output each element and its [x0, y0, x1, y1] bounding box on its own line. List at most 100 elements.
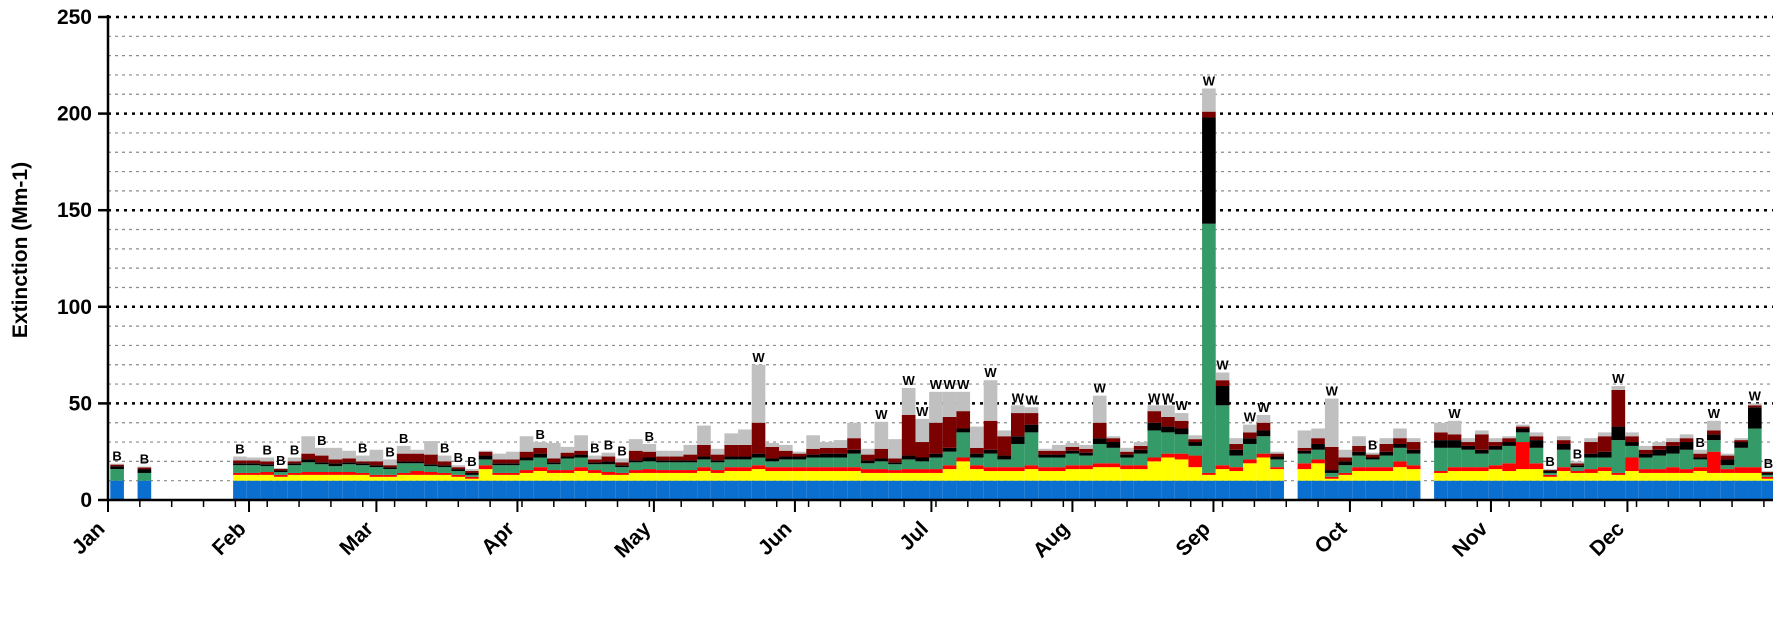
bar-segment-coarse	[724, 433, 739, 445]
bar-segment-organic	[642, 461, 657, 470]
sample-bar	[424, 441, 438, 500]
bar-segment-soil	[233, 460, 247, 464]
bar-segment-soil	[424, 454, 438, 465]
bar-segment-sulfate	[1051, 471, 1066, 481]
bar-segment-elemental-carbon	[1174, 428, 1189, 435]
bar-segment-sulfate	[1229, 471, 1244, 481]
bar-segment-soil	[738, 444, 752, 457]
bar-segment-nitrate	[1215, 465, 1230, 470]
sample-bar	[1529, 432, 1544, 500]
bar-segment-elemental-carbon	[888, 462, 902, 465]
sample-bar	[1120, 447, 1134, 500]
bar-segment-organic	[983, 453, 998, 468]
bar-segment-sulfate	[601, 474, 616, 481]
bar-segment-elemental-carbon	[860, 460, 875, 464]
sample-bar	[1024, 407, 1039, 500]
bar-segment-rayleigh	[642, 480, 657, 500]
bar-segment-rayleigh	[1475, 480, 1489, 500]
bar-segment-rayleigh	[724, 480, 739, 500]
bar-segment-elemental-carbon	[369, 465, 384, 468]
bar-segment-soil	[314, 455, 329, 463]
bar-segment-elemental-carbon	[929, 453, 943, 458]
bar-segment-rayleigh	[683, 480, 698, 500]
bar-segment-soil	[492, 459, 507, 464]
month-label: Oct	[1310, 517, 1351, 558]
bar-segment-coarse	[342, 450, 356, 459]
bar-segment-rayleigh	[519, 480, 534, 500]
bar-segment-elemental-carbon	[901, 455, 916, 460]
flag-label: B	[385, 444, 394, 459]
bar-segment-elemental-carbon	[110, 466, 124, 470]
bar-segment-sulfate	[369, 476, 384, 481]
bar-segment-soil	[1311, 438, 1325, 444]
bar-segment-nitrate	[410, 471, 425, 475]
flag-label: W	[1094, 381, 1107, 396]
bar-segment-rayleigh	[997, 480, 1012, 500]
bar-segment-rayleigh	[1174, 480, 1189, 500]
bar-segment-soil	[110, 464, 124, 467]
bar-segment-sulfate	[233, 474, 247, 481]
bar-segment-sulfate	[710, 472, 725, 481]
bar-segment-organic	[710, 462, 725, 471]
bar-segment-sulfate	[1202, 474, 1216, 481]
bar-segment-elemental-carbon	[1106, 442, 1121, 448]
bar-segment-elemental-carbon	[451, 469, 466, 472]
bar-segment-organic	[1147, 430, 1162, 458]
bar-segment-soil	[697, 444, 711, 457]
bar-segment-rayleigh	[792, 480, 807, 500]
sample-bar	[1092, 395, 1107, 500]
bar-segment-organic	[465, 474, 479, 477]
bar-segment-elemental-carbon	[560, 456, 575, 459]
bar-segment-nitrate	[901, 469, 916, 473]
bar-segment-coarse	[847, 422, 861, 439]
bar-segment-nitrate	[601, 471, 616, 475]
bar-segment-nitrate	[1324, 476, 1339, 479]
bar-segment-nitrate	[383, 474, 397, 477]
bar-segment-sulfate	[1625, 471, 1639, 481]
bar-segment-soil	[1038, 450, 1052, 455]
bar-segment-organic	[1502, 445, 1516, 464]
bar-segment-coarse	[751, 364, 766, 423]
bar-segment-organic	[1393, 447, 1407, 462]
bar-segment-organic	[1215, 405, 1230, 466]
bar-segment-elemental-carbon	[683, 460, 698, 463]
bar-segment-nitrate	[1133, 465, 1148, 470]
bar-segment-nitrate	[1188, 455, 1203, 468]
bar-segment-rayleigh	[1747, 480, 1762, 500]
flag-label: W	[943, 377, 956, 392]
bar-segment-organic	[1379, 455, 1394, 468]
bar-segment-elemental-carbon	[1434, 440, 1448, 448]
bar-segment-nitrate	[1174, 453, 1189, 460]
bar-segment-organic	[601, 464, 616, 472]
bar-segment-soil	[1393, 438, 1407, 444]
bar-segment-rayleigh	[697, 480, 711, 500]
sample-bar	[137, 466, 152, 500]
bar-segment-organic	[656, 462, 670, 471]
gridlines	[108, 15, 1773, 482]
bar-segment-elemental-carbon	[1352, 451, 1366, 456]
bar-segment-soil	[587, 459, 602, 463]
bar-segment-sulfate	[1447, 471, 1462, 481]
bar-segment-organic	[328, 466, 343, 472]
sample-bar	[1611, 386, 1626, 500]
bar-segment-rayleigh	[819, 480, 834, 500]
bar-segment-nitrate	[1079, 465, 1093, 470]
bar-segment-organic	[1611, 440, 1626, 473]
bar-segment-coarse	[587, 455, 602, 460]
bar-segment-sulfate	[560, 472, 575, 481]
bar-segment-rayleigh	[983, 480, 998, 500]
bar-segment-elemental-carbon	[806, 454, 820, 458]
bar-segment-coarse	[1652, 442, 1667, 446]
bar-segment-soil	[1543, 470, 1557, 472]
bar-segment-rayleigh	[738, 480, 752, 500]
bar-segment-sulfate	[1638, 472, 1653, 481]
sample-bar	[383, 459, 397, 500]
bar-segment-sulfate	[1488, 469, 1503, 481]
bar-segment-soil	[1625, 436, 1639, 443]
bar-segment-soil	[396, 453, 411, 462]
flag-label: W	[1244, 410, 1257, 425]
flag-label: B	[1573, 446, 1582, 461]
bar-segment-elemental-carbon	[1161, 426, 1175, 433]
sample-bar	[396, 445, 411, 500]
bar-segment-soil	[560, 452, 575, 457]
